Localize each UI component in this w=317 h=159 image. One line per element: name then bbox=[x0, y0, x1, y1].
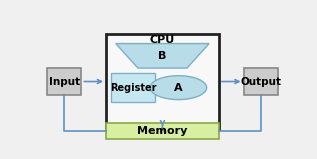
FancyBboxPatch shape bbox=[106, 34, 219, 129]
Text: Register: Register bbox=[110, 83, 156, 93]
FancyBboxPatch shape bbox=[243, 68, 278, 95]
FancyBboxPatch shape bbox=[106, 123, 219, 139]
Text: B: B bbox=[158, 51, 167, 61]
Text: Input: Input bbox=[49, 76, 80, 86]
Text: A: A bbox=[174, 83, 183, 93]
Ellipse shape bbox=[150, 76, 207, 100]
Text: Memory: Memory bbox=[137, 126, 188, 136]
FancyBboxPatch shape bbox=[47, 68, 81, 95]
Polygon shape bbox=[116, 44, 209, 68]
FancyBboxPatch shape bbox=[111, 73, 155, 102]
Text: CPU: CPU bbox=[150, 35, 175, 45]
Text: Output: Output bbox=[240, 76, 281, 86]
